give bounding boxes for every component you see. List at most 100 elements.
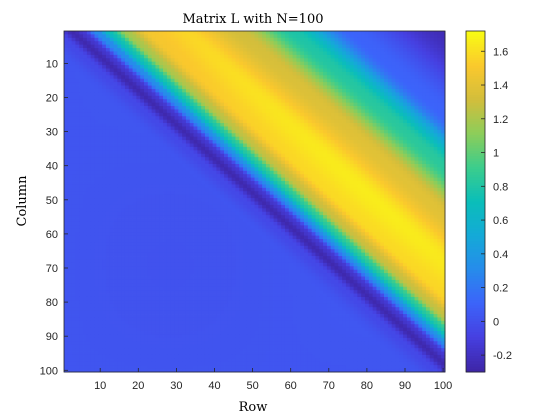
heatmap-cell [410,48,415,52]
heatmap-cell [79,82,84,86]
heatmap-cell [376,95,381,100]
heatmap-cell [349,194,354,199]
heatmap-cell [364,146,370,151]
heatmap-cell [94,75,99,80]
heatmap-cell [395,181,400,185]
heatmap-cell [113,181,118,185]
heatmap-cell [128,85,133,90]
heatmap-cell [170,71,175,76]
heatmap-cell [170,198,175,202]
heatmap-cell [364,58,370,63]
heatmap-cell [357,157,362,161]
heatmap-cell [67,54,73,59]
heatmap-cell [418,150,423,155]
heatmap-cell [349,106,354,110]
heatmap-cell [163,82,168,86]
heatmap-cell [345,109,351,114]
heatmap-cell [296,150,301,155]
heatmap-cell [364,187,370,192]
heatmap-cell [243,184,248,189]
heatmap-cell [273,153,278,158]
heatmap-cell [227,58,233,63]
heatmap-cell [288,140,293,144]
heatmap-cell [246,41,252,46]
heatmap-cell [220,184,225,189]
heatmap-cell [395,88,400,93]
heatmap-cell [193,109,198,114]
heatmap-cell [208,61,213,66]
heatmap-cell [338,167,343,172]
heatmap-cell [399,191,404,196]
heatmap-cell [391,68,396,73]
heatmap-cell [307,170,313,175]
heatmap-cell [166,170,172,175]
heatmap-cell [151,68,156,73]
heatmap-cell [273,82,278,86]
heatmap-cell [372,112,377,117]
heatmap-cell [193,157,198,161]
heatmap-cell [254,112,259,117]
heatmap-cell [342,126,347,131]
heatmap-cell [403,143,408,148]
heatmap-cell [410,119,415,124]
heatmap-cell [345,88,351,93]
heatmap-cell [185,150,191,155]
heatmap-cell [224,102,229,107]
heatmap-cell [212,51,217,56]
heatmap-cell [387,146,393,151]
heatmap-cell [425,44,431,49]
heatmap-cell [174,174,179,179]
heatmap-cell [300,58,305,63]
heatmap-cell [182,153,187,158]
heatmap-cell [410,85,415,90]
heatmap-cell [265,37,271,42]
heatmap-cell [170,187,175,192]
heatmap-cell [304,82,309,86]
heatmap-cell [265,123,271,127]
heatmap-cell [380,31,385,35]
heatmap-cell [182,119,187,124]
heatmap-cell [334,184,339,189]
heatmap-cell [262,177,267,182]
heatmap-cell [323,88,328,93]
heatmap-cell [170,34,175,39]
heatmap-cell [220,140,225,144]
heatmap-cell [319,34,324,39]
heatmap-cell [403,174,408,179]
heatmap-cell [353,88,358,93]
heatmap-cell [300,31,305,35]
heatmap-cell [182,92,187,97]
heatmap-cell [105,174,111,179]
heatmap-cell [155,106,160,110]
heatmap-cell [239,92,244,97]
heatmap-cell [144,34,149,39]
heatmap-cell [357,187,362,192]
heatmap-cell [75,150,80,155]
heatmap-cell [304,65,309,69]
heatmap-cell [418,140,423,144]
heatmap-cell [342,58,347,63]
heatmap-cell [319,163,324,168]
heatmap-cell [189,95,194,100]
heatmap-cell [227,153,233,158]
heatmap-cell [334,54,339,59]
heatmap-cell [349,184,354,189]
heatmap-cell [304,174,309,179]
heatmap-cell [361,51,366,56]
heatmap-cell [86,136,92,141]
heatmap-cell [113,48,118,52]
heatmap-cell [132,136,137,141]
heatmap-cell [83,85,88,90]
heatmap-cell [422,75,427,80]
heatmap-cell [166,187,172,192]
heatmap-cell [83,41,88,46]
heatmap-cell [361,65,366,69]
heatmap-cell [311,68,316,73]
heatmap-cell [174,65,179,69]
heatmap-cell [403,133,408,138]
heatmap-cell [292,41,297,46]
heatmap-cell [155,99,160,104]
heatmap-cell [292,61,297,66]
heatmap-cell [174,78,179,83]
heatmap-cell [250,123,255,127]
